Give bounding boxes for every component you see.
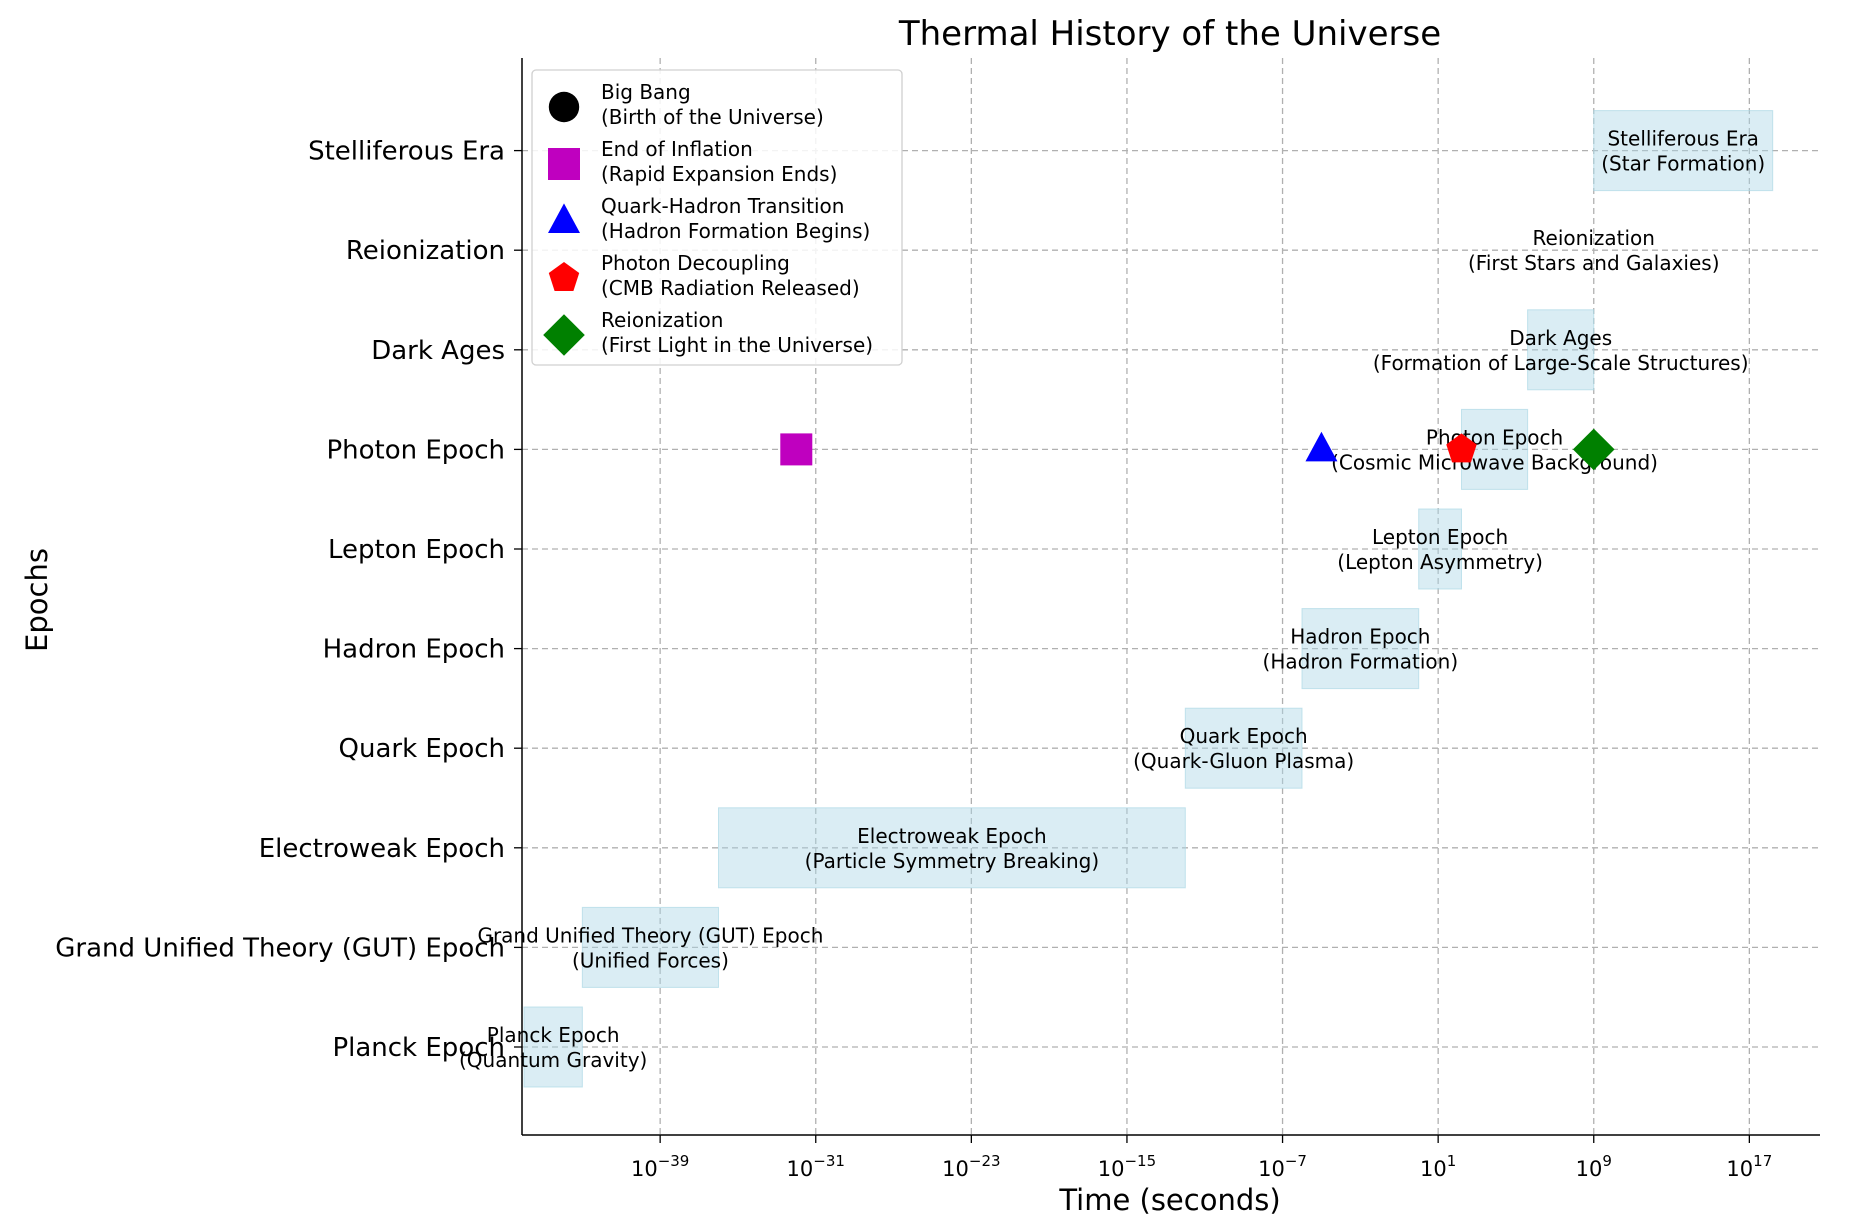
epoch-bar xyxy=(1527,309,1595,391)
diamond-marker xyxy=(1572,428,1615,471)
x-ticks: 10−39 10−31 10−23 10−15 10−7 101 109 1017 xyxy=(631,1135,1772,1181)
x-tick-label: 1017 xyxy=(1726,1152,1772,1181)
y-tick-label: Electroweak Epoch xyxy=(259,834,505,864)
epoch-bar-label: Stelliferous Era xyxy=(1607,127,1758,151)
pentagon-marker xyxy=(1446,433,1477,463)
y-tick-label: Reionization xyxy=(346,236,505,266)
legend-frame xyxy=(531,69,903,366)
y-tick-label: Photon Epoch xyxy=(326,435,505,465)
epoch-bar-sublabel: (Hadron Formation) xyxy=(1263,650,1459,674)
epoch-bar-sublabel: (Lepton Asymmetry) xyxy=(1337,550,1543,574)
legend-sublabel: (Birth of the Universe) xyxy=(601,105,824,129)
circle-marker xyxy=(548,91,580,123)
x-tick-label: 101 xyxy=(1420,1152,1456,1181)
epoch-bar-label: Reionization xyxy=(1533,226,1655,250)
epoch-bar-label: Planck Epoch xyxy=(487,1023,620,1047)
square-marker xyxy=(780,433,813,466)
x-axis-label: Time (seconds) xyxy=(1058,1183,1280,1217)
epoch-bar-sublabel: (Quantum Gravity) xyxy=(459,1048,647,1072)
y-ticks: Planck Epoch Grand Unified Theory (GUT) E… xyxy=(55,137,522,1063)
y-tick-label: Lepton Epoch xyxy=(328,535,505,565)
legend-label: Reionization xyxy=(601,308,723,332)
y-tick-label: Planck Epoch xyxy=(332,1033,505,1063)
epoch-bar xyxy=(1418,508,1462,590)
legend-label: End of Inflation xyxy=(601,137,753,161)
epoch-bar-label: Lepton Epoch xyxy=(1372,525,1508,549)
event-markers xyxy=(780,428,1615,471)
x-tick-label: 10−39 xyxy=(631,1152,689,1181)
epoch-bar-sublabel: (Quark-Gluon Plasma) xyxy=(1133,749,1354,773)
y-tick-label: Stelliferous Era xyxy=(308,137,505,167)
legend: Big Bang(Birth of the Universe) End of In… xyxy=(531,69,903,366)
legend-label: Quark-Hadron Transition xyxy=(601,194,844,218)
epoch-bar-label: Electroweak Epoch xyxy=(857,824,1046,848)
epoch-bar-label: Grand Unified Theory (GUT) Epoch xyxy=(477,923,823,947)
epoch-bar xyxy=(1301,608,1420,690)
epoch-bar xyxy=(1593,110,1774,192)
epoch-bar-label: Dark Ages xyxy=(1509,326,1612,350)
epoch-bar xyxy=(523,1006,583,1088)
epoch-bar xyxy=(581,906,719,988)
y-tick-label: Grand Unified Theory (GUT) Epoch xyxy=(55,933,505,963)
legend-label: Photon Decoupling xyxy=(601,251,790,275)
legend-item: Big Bang(Birth of the Universe) xyxy=(548,80,824,129)
x-tick-label: 10−7 xyxy=(1258,1152,1307,1181)
legend-item: End of Inflation(Rapid Expansion Ends) xyxy=(548,137,837,186)
epoch-bar xyxy=(1184,707,1303,789)
epoch-bar-sublabel: (First Stars and Galaxies) xyxy=(1468,251,1720,275)
y-axis-label: Epochs xyxy=(20,548,54,652)
legend-label: Big Bang xyxy=(601,80,691,104)
epoch-bar-label: Quark Epoch xyxy=(1180,724,1308,748)
legend-sublabel: (Hadron Formation Begins) xyxy=(601,219,870,243)
legend-sublabel: (Rapid Expansion Ends) xyxy=(601,162,837,186)
x-tick-label: 10−15 xyxy=(1098,1152,1156,1181)
x-tick-label: 109 xyxy=(1576,1152,1612,1181)
chart-title: Thermal History of the Universe xyxy=(898,14,1441,54)
x-tick-label: 10−23 xyxy=(942,1152,1000,1181)
triangle-marker xyxy=(1305,431,1338,462)
legend-item: Photon Decoupling(CMB Radiation Released… xyxy=(548,251,860,300)
square-marker xyxy=(548,148,580,180)
diamond-marker xyxy=(543,314,585,356)
y-tick-label: Quark Epoch xyxy=(339,734,506,764)
epoch-bar-sublabel: (Star Formation) xyxy=(1601,152,1765,176)
legend-sublabel: (CMB Radiation Released) xyxy=(601,276,860,300)
epoch-bar-sublabel: (Unified Forces) xyxy=(572,948,729,972)
epoch-bars xyxy=(523,110,1774,1088)
y-tick-label: Hadron Epoch xyxy=(323,635,505,665)
epoch-bar-label: Hadron Epoch xyxy=(1290,625,1430,649)
epoch-bar-label: Photon Epoch xyxy=(1426,425,1563,449)
axes xyxy=(521,58,1820,1136)
legend-item: Reionization(First Light in the Universe… xyxy=(543,308,873,357)
triangle-marker xyxy=(548,203,580,233)
x-tick-label: 10−31 xyxy=(787,1152,845,1181)
legend-item: Quark-Hadron Transition(Hadron Formation… xyxy=(548,194,870,243)
epoch-bar-sublabel: (Particle Symmetry Breaking) xyxy=(805,849,1100,873)
pentagon-marker xyxy=(548,262,580,291)
y-tick-label: Dark Ages xyxy=(371,336,505,366)
epoch-bar-sublabel: (Formation of Large-Scale Structures) xyxy=(1373,351,1749,375)
epoch-bar xyxy=(718,807,1186,889)
legend-sublabel: (First Light in the Universe) xyxy=(601,333,873,357)
